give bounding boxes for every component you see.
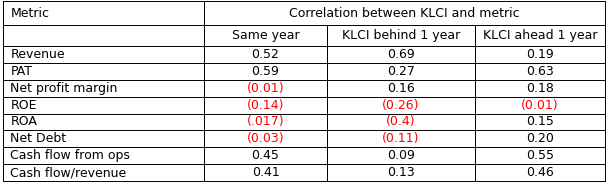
- Text: KLCI behind 1 year: KLCI behind 1 year: [342, 29, 460, 42]
- Text: (.017): (.017): [247, 115, 285, 128]
- Text: 0.27: 0.27: [387, 65, 415, 78]
- Text: 0.45: 0.45: [252, 149, 280, 162]
- Text: (0.03): (0.03): [247, 132, 285, 145]
- Text: 0.15: 0.15: [526, 115, 554, 128]
- Text: 0.52: 0.52: [252, 48, 280, 61]
- Text: 0.16: 0.16: [387, 82, 415, 95]
- Text: (0.01): (0.01): [247, 82, 285, 95]
- Text: 0.20: 0.20: [526, 132, 554, 145]
- Text: KLCI ahead 1 year: KLCI ahead 1 year: [483, 29, 597, 42]
- Text: Cash flow from ops: Cash flow from ops: [10, 149, 130, 162]
- Text: ROE: ROE: [10, 99, 37, 112]
- Text: Metric: Metric: [10, 7, 49, 20]
- Text: ROA: ROA: [10, 115, 37, 128]
- Text: (0.4): (0.4): [386, 115, 416, 128]
- Text: (0.11): (0.11): [382, 132, 420, 145]
- Text: 0.59: 0.59: [252, 65, 280, 78]
- Text: 0.63: 0.63: [526, 65, 554, 78]
- Text: 0.13: 0.13: [387, 166, 415, 179]
- Text: 0.46: 0.46: [526, 166, 554, 179]
- Text: (0.26): (0.26): [382, 99, 420, 112]
- Text: (0.14): (0.14): [247, 99, 285, 112]
- Text: 0.18: 0.18: [526, 82, 554, 95]
- Text: PAT: PAT: [10, 65, 32, 78]
- Text: Net profit margin: Net profit margin: [10, 82, 118, 95]
- Text: Revenue: Revenue: [10, 48, 65, 61]
- Text: 0.69: 0.69: [387, 48, 415, 61]
- Text: 0.41: 0.41: [252, 166, 280, 179]
- Text: Net Debt: Net Debt: [10, 132, 66, 145]
- Text: Correlation between KLCI and metric: Correlation between KLCI and metric: [289, 7, 520, 20]
- Text: 0.55: 0.55: [526, 149, 554, 162]
- Text: 0.09: 0.09: [387, 149, 415, 162]
- Text: Same year: Same year: [232, 29, 299, 42]
- Text: Cash flow/revenue: Cash flow/revenue: [10, 166, 126, 179]
- Text: 0.19: 0.19: [526, 48, 554, 61]
- Text: (0.01): (0.01): [521, 99, 559, 112]
